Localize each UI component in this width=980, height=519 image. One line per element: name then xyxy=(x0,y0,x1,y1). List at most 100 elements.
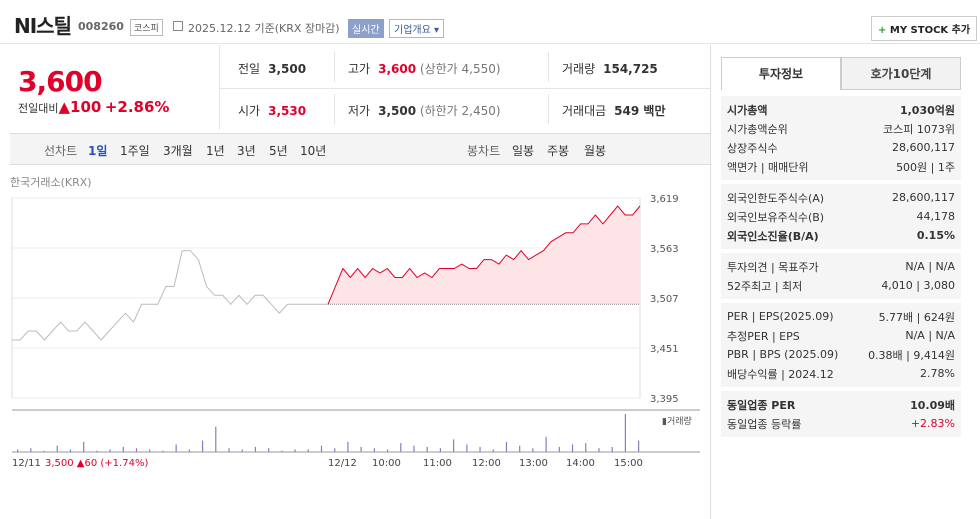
info-value: N/A | N/A xyxy=(905,329,955,342)
open-price: 시가 3,530 xyxy=(238,104,307,118)
divider xyxy=(710,45,711,519)
info-row: 외국인한도주식수(A) 28,600,117 xyxy=(727,188,955,207)
chart-period-tabs: 선차트 1일 1주일 3개월 1년 3년 5년 10년 봉차트 일봉 주봉 월봉 xyxy=(10,133,710,165)
change-label: 전일대비 xyxy=(18,102,59,115)
info-label: 외국인한도주식수(A) xyxy=(727,191,825,205)
candle-chart-label: 봉차트 xyxy=(467,144,501,158)
volume-bar xyxy=(30,448,32,452)
volume-bar xyxy=(386,449,389,452)
info-label: 배당수익률 | 2024.12 xyxy=(727,367,834,381)
x-tick-label: 12:00 xyxy=(472,458,501,469)
volume-bar xyxy=(201,440,204,452)
my-stock-label: MY STOCK 추가 xyxy=(889,25,971,36)
info-group: PER | EPS(2025.09) 5.77배 | 624원 추정PER | EP… xyxy=(721,303,961,387)
x-tick-label: 12/12 xyxy=(328,458,357,469)
volume-bar xyxy=(479,446,481,452)
volume-bar xyxy=(56,445,58,452)
info-row: 배당수익률 | 2024.12 2.78% xyxy=(727,364,955,383)
info-label: 동일업종 PER xyxy=(727,398,796,412)
info-label: 동일업종 등락률 xyxy=(727,417,802,431)
volume-bar xyxy=(149,449,151,452)
volume-bar xyxy=(122,446,124,452)
tab-daily[interactable]: 일봉 xyxy=(512,144,535,158)
divider xyxy=(548,52,549,82)
info-value: 1,030억원 xyxy=(899,103,955,117)
info-value: 코스피 1073위 xyxy=(883,122,955,136)
volume-bar xyxy=(162,450,164,452)
tab-weekly[interactable]: 주봉 xyxy=(547,144,570,158)
volume-bar xyxy=(43,450,45,452)
info-label: 액면가 | 매매단위 xyxy=(727,160,809,174)
info-label: 시가총액순위 xyxy=(727,122,788,136)
info-row: 외국인보유주식수(B) 44,178 xyxy=(727,207,955,226)
volume-bar xyxy=(228,448,230,452)
info-value: 5.77배 | 624원 xyxy=(878,310,955,324)
info-row: 동일업종 PER 10.09배 xyxy=(727,395,955,414)
tab-1day[interactable]: 1일 xyxy=(88,144,108,158)
header: NI스틸 008260 코스피 2025.12.12 기준(KRX 장마감) 실… xyxy=(0,0,980,44)
info-label: 상장주식수 xyxy=(727,141,778,155)
volume-bar xyxy=(545,436,547,452)
change-amount: ▲100 xyxy=(58,98,102,116)
info-value: 10.09배 xyxy=(910,398,955,412)
info-row: 시가총액 1,030억원 xyxy=(727,100,955,119)
prev-day-summary: 3,500 ▲60 (+1.74%) xyxy=(45,458,148,469)
x-tick-label: 12/11 xyxy=(12,458,41,469)
info-label: 시가총액 xyxy=(727,103,768,117)
realtime-button[interactable]: 실시간 xyxy=(348,19,384,38)
prev-day-line xyxy=(12,250,328,341)
info-value: 500원 | 1주 xyxy=(896,160,955,174)
volume-bar xyxy=(426,446,428,452)
volume-bar xyxy=(109,449,111,452)
info-row: 동일업종 등락률 +2.83% xyxy=(727,414,955,433)
tab-order-book[interactable]: 호가10단계 xyxy=(841,57,961,90)
calendar-icon xyxy=(173,21,183,31)
stock-code: 008260 xyxy=(78,20,124,33)
y-tick-label: 3,395 xyxy=(650,394,679,405)
trade-amount: 거래대금 549 백만 xyxy=(562,104,666,118)
volume-bar xyxy=(188,449,190,452)
line-chart-label: 선차트 xyxy=(44,144,78,158)
volume-bar xyxy=(532,448,534,452)
volume-bar xyxy=(254,446,257,452)
volume: 거래량 154,725 xyxy=(562,62,658,76)
tab-5year[interactable]: 5년 xyxy=(269,144,288,158)
volume-bar xyxy=(453,439,455,452)
y-tick-label: 3,619 xyxy=(650,194,679,205)
info-row: 투자의견 | 목표주가 N/A | N/A xyxy=(727,257,955,276)
volume-bar xyxy=(135,448,138,452)
divider xyxy=(548,94,549,124)
market-badge: 코스피 xyxy=(130,19,163,36)
volume-bar xyxy=(281,450,283,452)
info-value: 0.38배 | 9,414원 xyxy=(868,348,955,362)
company-info-dropdown[interactable]: 기업개요 ▾ xyxy=(389,19,445,38)
tab-10year[interactable]: 10년 xyxy=(300,144,327,158)
info-value: +2.83% xyxy=(910,417,955,430)
volume-bar xyxy=(83,441,85,452)
volume-bar xyxy=(624,414,626,452)
tab-3month[interactable]: 3개월 xyxy=(163,144,193,158)
info-row: 상장주식수 28,600,117 xyxy=(727,138,955,157)
info-value: 4,010 | 3,080 xyxy=(881,279,955,292)
tab-3year[interactable]: 3년 xyxy=(237,144,256,158)
volume-bar xyxy=(360,446,362,452)
info-group: 외국인한도주식수(A) 28,600,117 외국인보유주식수(B) 44,178 외국… xyxy=(721,184,961,249)
volume-bar xyxy=(505,441,508,452)
volume-bar xyxy=(294,449,296,452)
my-stock-button[interactable]: + MY STOCK 추가 xyxy=(871,16,978,41)
company-info-label: 기업개요 xyxy=(394,25,431,36)
tab-1week[interactable]: 1주일 xyxy=(120,144,150,158)
volume-bar xyxy=(320,445,323,452)
divider xyxy=(334,94,335,124)
tab-1year[interactable]: 1년 xyxy=(206,144,225,158)
y-tick-label: 3,563 xyxy=(650,244,679,255)
price-summary: 3,600 전일대비▲100 +2.86% xyxy=(10,45,220,130)
tab-investment-info[interactable]: 투자정보 xyxy=(721,57,841,90)
divider xyxy=(220,88,710,89)
info-label: PBR | BPS (2025.09) xyxy=(727,348,839,361)
info-row: 액면가 | 매매단위 500원 | 1주 xyxy=(727,157,955,176)
volume-bar xyxy=(571,444,574,452)
tab-monthly[interactable]: 월봉 xyxy=(584,144,607,158)
